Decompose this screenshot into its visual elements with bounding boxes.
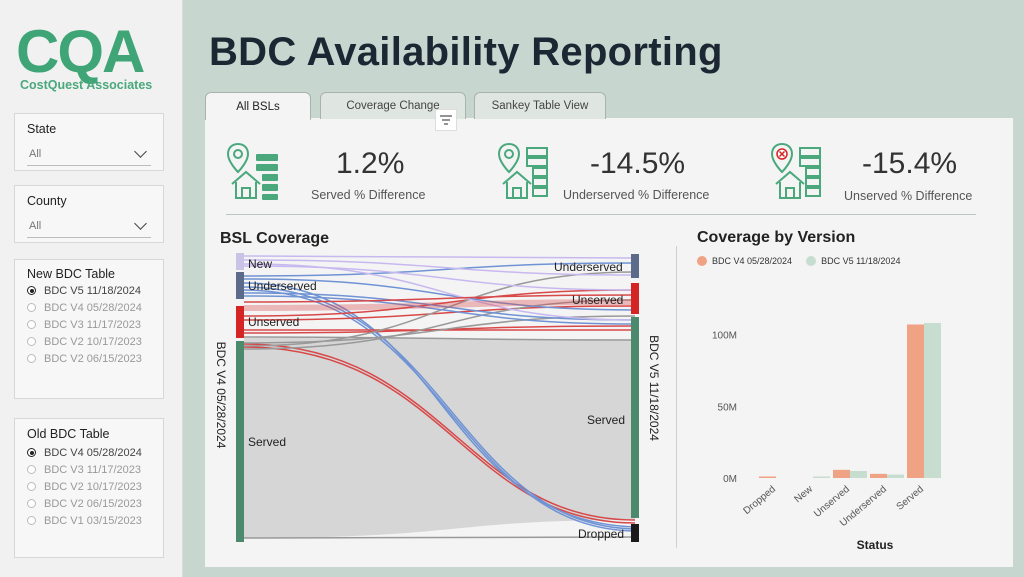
served-diff-value: 1.2% bbox=[336, 147, 405, 180]
sankey-right-served: Served bbox=[587, 413, 626, 427]
x-tick-label: Served bbox=[895, 484, 926, 513]
unserved-diff-value: -15.4% bbox=[862, 147, 958, 180]
new-bdc-table-option[interactable]: BDC V5 11/18/2024 bbox=[27, 282, 142, 299]
bar bbox=[850, 470, 867, 478]
legend-label-v5: BDC V5 11/18/2024 bbox=[821, 256, 901, 266]
old-bdc-table-label: Old BDC Table bbox=[27, 427, 110, 441]
new-bdc-table-option[interactable]: BDC V3 11/17/2023 bbox=[27, 316, 142, 333]
sankey-right-axis-label: BDC V5 11/18/2024 bbox=[647, 335, 661, 441]
legend-swatch-v4 bbox=[697, 256, 707, 266]
x-tick-label: Dropped bbox=[741, 484, 777, 517]
new-bdc-table-label: New BDC Table bbox=[27, 267, 116, 281]
underserved-diff-value: -14.5% bbox=[590, 147, 686, 180]
bsl-coverage-sankey bbox=[236, 253, 639, 542]
state-dropdown[interactable]: All bbox=[27, 142, 151, 166]
bar bbox=[870, 473, 887, 478]
sankey-right-unserved: Unserved bbox=[572, 293, 624, 307]
bar bbox=[813, 476, 830, 478]
new-bdc-table-option-label: BDC V4 05/28/2024 bbox=[44, 301, 142, 314]
filter-icon[interactable] bbox=[435, 109, 457, 131]
radio-icon bbox=[27, 320, 36, 329]
new-bdc-table-option[interactable]: BDC V2 10/17/2023 bbox=[27, 333, 142, 350]
y-tick-label: 50M bbox=[718, 402, 737, 413]
legend-label-v4: BDC V4 05/28/2024 bbox=[712, 256, 793, 266]
old-bdc-table-option-label: BDC V3 11/17/2023 bbox=[44, 463, 142, 476]
bar bbox=[833, 469, 850, 478]
old-bdc-table-option-label: BDC V2 06/15/2023 bbox=[44, 497, 142, 510]
bsl-coverage-title: BSL Coverage bbox=[220, 230, 330, 247]
new-bdc-table-option-label: BDC V3 11/17/2023 bbox=[44, 318, 142, 331]
county-value: All bbox=[29, 219, 42, 232]
x-axis-label: Status bbox=[857, 538, 894, 552]
company-name: CostQuest Associates bbox=[20, 78, 153, 92]
divider bbox=[226, 214, 976, 215]
new-bdc-table-option-label: BDC V2 10/17/2023 bbox=[44, 335, 142, 348]
unserved-diff-label: Unserved % Difference bbox=[844, 189, 973, 203]
sankey-right-underserved: Underserved bbox=[554, 260, 623, 274]
sankey-left-served: Served bbox=[248, 435, 287, 449]
old-bdc-table-option-label: BDC V2 10/17/2023 bbox=[44, 480, 142, 493]
radio-icon bbox=[27, 482, 36, 491]
old-bdc-table-option[interactable]: BDC V4 05/28/2024 bbox=[27, 444, 142, 461]
radio-icon bbox=[27, 448, 36, 457]
old-bdc-table-option[interactable]: BDC V2 06/15/2023 bbox=[27, 495, 142, 512]
coverage-by-version-title: Coverage by Version bbox=[697, 229, 856, 246]
radio-icon bbox=[27, 465, 36, 474]
legend-swatch-v5 bbox=[806, 256, 817, 266]
new-bdc-table-slicer: New BDC Table BDC V5 11/18/2024 BDC V4 05… bbox=[14, 259, 164, 399]
bar bbox=[907, 324, 924, 478]
location-x-house-list-icon bbox=[770, 142, 821, 199]
old-bdc-table-option[interactable]: BDC V2 10/17/2023 bbox=[27, 478, 142, 495]
old-bdc-table-option[interactable]: BDC V1 03/15/2023 bbox=[27, 512, 142, 529]
new-bdc-table-option[interactable]: BDC V4 05/28/2024 bbox=[27, 299, 142, 316]
radio-icon bbox=[27, 354, 36, 363]
sankey-right-dropped: Dropped bbox=[578, 527, 625, 541]
sidebar: CQA CostQuest Associates State All Count… bbox=[0, 0, 183, 577]
x-tick-label: New bbox=[793, 483, 816, 505]
sankey-left-axis-label: BDC V4 05/28/2024 bbox=[214, 341, 228, 449]
bar bbox=[924, 323, 941, 478]
new-bdc-table-option[interactable]: BDC V2 06/15/2023 bbox=[27, 350, 142, 367]
location-house-building-icon bbox=[226, 142, 278, 200]
radio-icon bbox=[27, 303, 36, 312]
sankey-left-new: New bbox=[248, 257, 273, 271]
old-bdc-table-option[interactable]: BDC V3 11/17/2023 bbox=[27, 461, 142, 478]
bar bbox=[759, 476, 776, 478]
cqa-logo: CQA bbox=[16, 18, 146, 85]
county-label: County bbox=[27, 194, 67, 208]
sankey-left-underserved: Underserved bbox=[248, 279, 317, 293]
county-slicer: County All bbox=[14, 185, 164, 243]
underserved-diff-label: Underserved % Difference bbox=[563, 188, 710, 202]
state-slicer: State All bbox=[14, 113, 164, 171]
radio-icon bbox=[27, 499, 36, 508]
location-house-list-icon bbox=[497, 142, 548, 199]
tab-sankey-table-view[interactable]: Sankey Table View bbox=[474, 92, 606, 119]
state-value: All bbox=[29, 147, 42, 160]
radio-icon bbox=[27, 337, 36, 346]
bar bbox=[887, 474, 904, 478]
chevron-down-icon bbox=[134, 217, 147, 230]
old-bdc-table-option-label: BDC V4 05/28/2024 bbox=[44, 446, 142, 459]
page-title: BDC Availability Reporting bbox=[209, 30, 723, 74]
chevron-down-icon bbox=[134, 145, 147, 158]
county-dropdown[interactable]: All bbox=[27, 214, 151, 238]
radio-icon bbox=[27, 286, 36, 295]
old-bdc-table-option-label: BDC V1 03/15/2023 bbox=[44, 514, 142, 527]
state-label: State bbox=[27, 122, 57, 136]
divider bbox=[676, 246, 677, 548]
sankey-left-unserved: Unserved bbox=[248, 315, 300, 329]
y-tick-label: 100M bbox=[712, 331, 737, 342]
new-bdc-table-option-label: BDC V2 06/15/2023 bbox=[44, 352, 142, 365]
old-bdc-table-slicer: Old BDC Table BDC V4 05/28/2024 BDC V3 11… bbox=[14, 418, 164, 558]
chart-legend: BDC V4 05/28/2024 BDC V5 11/18/2024 bbox=[697, 256, 900, 266]
new-bdc-table-option-label: BDC V5 11/18/2024 bbox=[44, 284, 142, 297]
served-diff-label: Served % Difference bbox=[311, 188, 426, 202]
svg-text:CQA: CQA bbox=[16, 18, 144, 85]
radio-icon bbox=[27, 516, 36, 525]
y-tick-label: 0M bbox=[723, 474, 737, 485]
tab-all-bsls[interactable]: All BSLs bbox=[205, 92, 311, 120]
